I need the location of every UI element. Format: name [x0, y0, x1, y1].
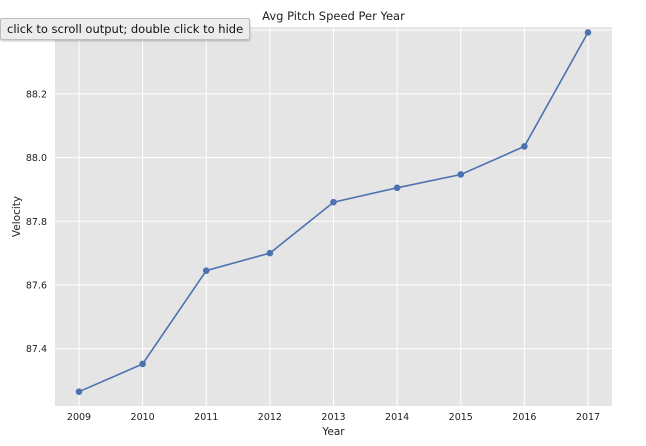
y-tick-label: 87.4: [26, 344, 47, 355]
data-point-2014: [393, 184, 401, 192]
data-point-2011: [202, 267, 210, 274]
x-axis-label: Year: [321, 426, 345, 438]
x-tick-label: 2009: [67, 412, 91, 423]
x-tick-label: 2013: [321, 412, 345, 423]
x-tick-label: 2015: [449, 412, 473, 423]
x-tick-label: 2017: [576, 412, 600, 423]
y-tick-label: 87.6: [26, 280, 47, 291]
data-points: [75, 29, 592, 395]
data-point-2016: [521, 143, 528, 150]
scroll-output-tooltip[interactable]: click to scroll output; double click to …: [0, 18, 251, 40]
y-tick-labels: 87.487.687.888.088.288.4: [26, 26, 47, 355]
x-tick-label: 2014: [385, 412, 409, 423]
data-point-2009: [75, 388, 83, 395]
x-tick-label: 2010: [131, 412, 155, 423]
x-tick-label: 2012: [258, 412, 282, 423]
chart-title: Avg Pitch Speed Per Year: [262, 9, 405, 23]
y-tick-label: 88.0: [26, 153, 47, 164]
y-tick-label: 88.2: [26, 89, 47, 100]
data-point-2015: [457, 171, 465, 178]
data-point-2012: [266, 249, 274, 257]
grid-lines: [55, 27, 612, 406]
data-point-2013: [330, 198, 337, 206]
x-tick-label: 2011: [194, 412, 218, 423]
y-tick-label: 87.8: [26, 217, 47, 228]
x-tick-label: 2016: [512, 412, 536, 423]
y-axis-label: Velocity: [11, 196, 23, 237]
data-point-2017: [584, 29, 592, 36]
x-tick-labels: 2009 2010 2011 2012 2013 2014 2015 2016 2017: [67, 412, 600, 423]
data-point-2010: [139, 360, 146, 368]
